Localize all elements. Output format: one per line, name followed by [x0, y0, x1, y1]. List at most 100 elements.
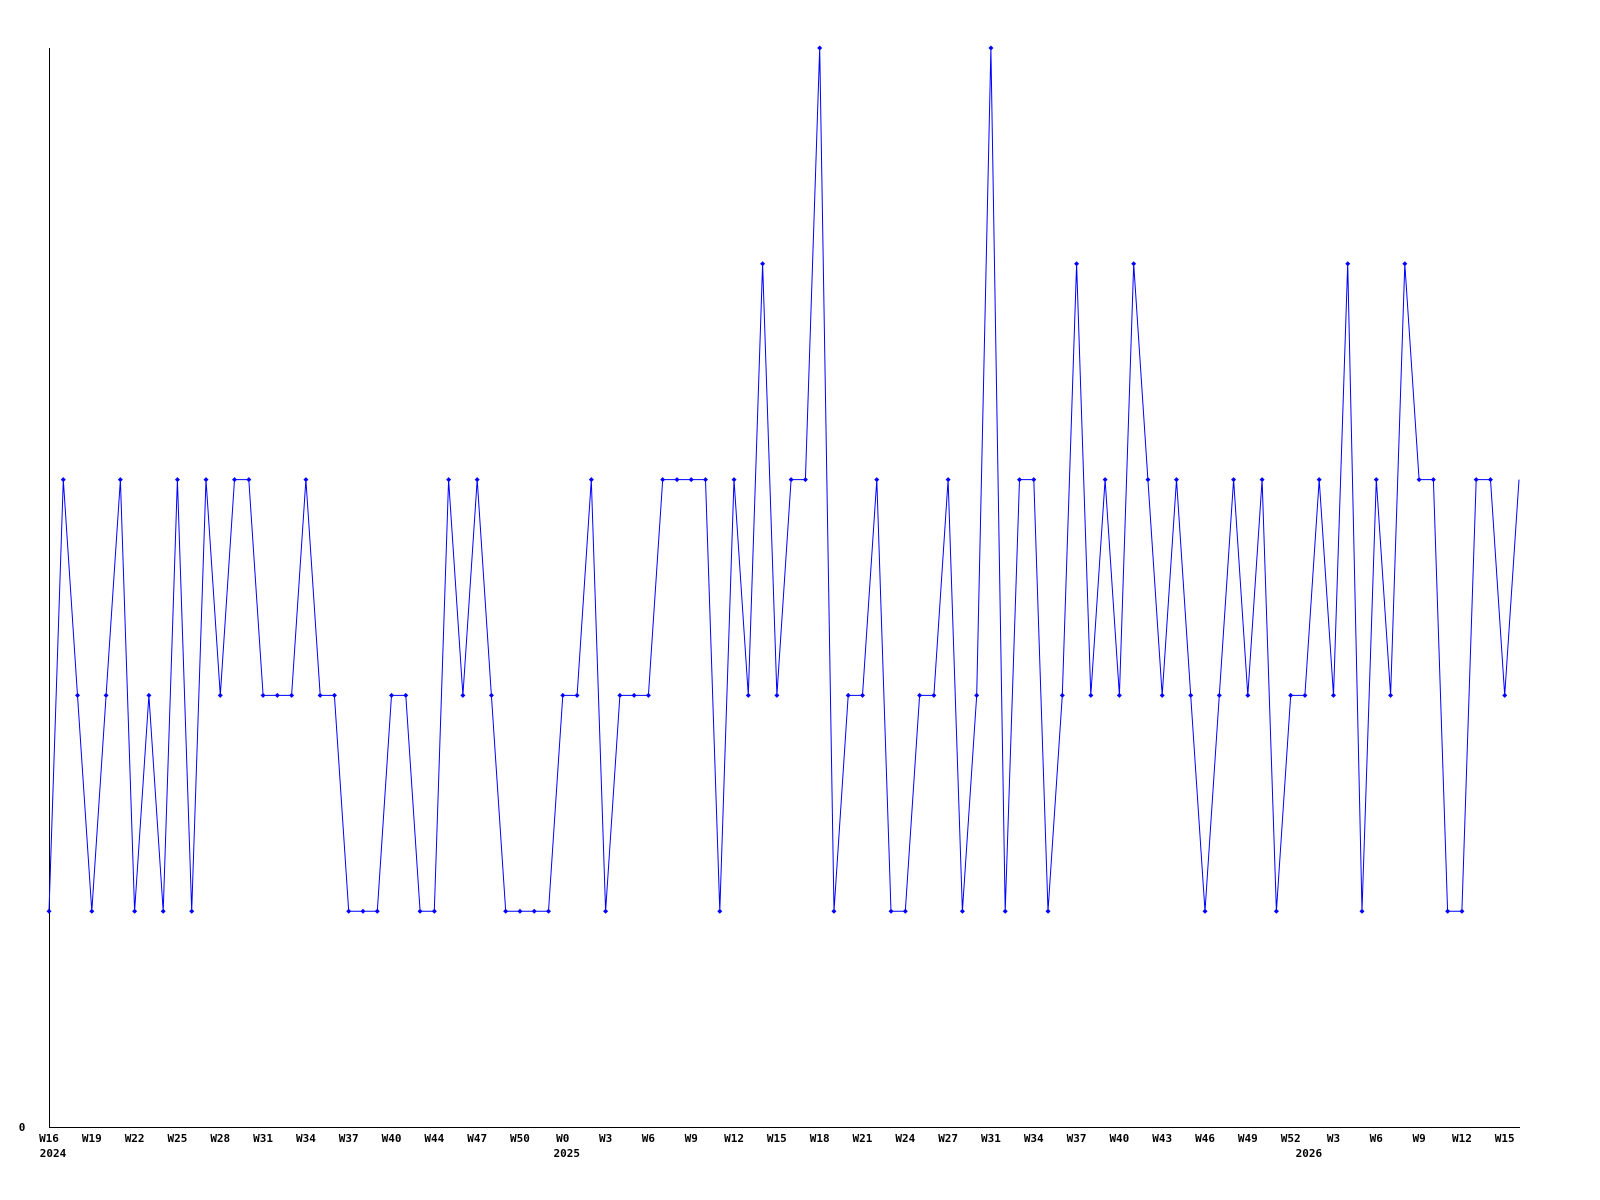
x-tick-label: W24: [895, 1132, 915, 1145]
data-point: [745, 692, 751, 698]
x-tick-label: W40: [382, 1132, 402, 1145]
data-point: [1102, 477, 1108, 483]
data-point: [859, 692, 865, 698]
data-point: [1231, 477, 1237, 483]
data-point: [888, 908, 894, 914]
data-point: [874, 477, 880, 483]
x-tick-label: W49: [1238, 1132, 1258, 1145]
x-tick-label: W12: [1452, 1132, 1472, 1145]
data-point: [503, 908, 509, 914]
data-point: [731, 477, 737, 483]
data-point: [346, 908, 352, 914]
data-point: [817, 45, 823, 51]
data-point: [1016, 477, 1022, 483]
data-point: [517, 908, 523, 914]
data-point: [802, 477, 808, 483]
data-point: [917, 692, 923, 698]
x-tick-label: W9: [1412, 1132, 1425, 1145]
data-point: [902, 908, 908, 914]
data-point: [1245, 692, 1251, 698]
data-point: [988, 45, 994, 51]
data-point: [89, 908, 95, 914]
x-tick-label: W15: [767, 1132, 787, 1145]
x-tick-label: W3: [599, 1132, 612, 1145]
data-point: [460, 692, 466, 698]
data-point: [160, 908, 166, 914]
data-point: [374, 908, 380, 914]
data-point: [703, 477, 709, 483]
data-point: [274, 692, 280, 698]
data-point: [645, 692, 651, 698]
data-point: [303, 477, 309, 483]
data-point: [1088, 692, 1094, 698]
x-tick-label: W16: [39, 1132, 59, 1145]
x-tick-label: W37: [339, 1132, 359, 1145]
data-point: [189, 908, 195, 914]
x-tick-label: W18: [810, 1132, 830, 1145]
data-point: [403, 692, 409, 698]
data-point: [1131, 261, 1137, 267]
x-tick-label: W6: [642, 1132, 656, 1145]
x-tick-label: W22: [125, 1132, 145, 1145]
data-point: [1416, 477, 1422, 483]
x-tick-label: W27: [938, 1132, 958, 1145]
x-tick-label: W44: [424, 1132, 444, 1145]
data-point: [788, 477, 794, 483]
data-point: [1302, 692, 1308, 698]
data-point: [1388, 692, 1394, 698]
data-point: [831, 908, 837, 914]
data-point: [1445, 908, 1451, 914]
series-line: [48, 47, 1520, 912]
data-point: [617, 692, 623, 698]
data-point: [674, 477, 680, 483]
x-tick-label: W34: [1024, 1132, 1044, 1145]
x-tick-label: W46: [1195, 1132, 1215, 1145]
x-tick-label: W28: [210, 1132, 230, 1145]
data-point: [603, 908, 609, 914]
data-point: [331, 692, 337, 698]
year-label: 2024: [40, 1147, 67, 1160]
x-tick-label: W15: [1495, 1132, 1515, 1145]
data-point: [488, 692, 494, 698]
data-point: [931, 692, 937, 698]
data-point: [574, 692, 580, 698]
data-point: [959, 908, 965, 914]
data-point: [146, 692, 152, 698]
data-point: [845, 692, 851, 698]
data-point: [417, 908, 423, 914]
data-point: [1359, 908, 1365, 914]
data-point: [1002, 908, 1008, 914]
x-tick-label: W52: [1281, 1132, 1301, 1145]
data-point: [1074, 261, 1080, 267]
x-tick-label: W47: [467, 1132, 487, 1145]
data-point: [289, 692, 295, 698]
data-point: [389, 692, 395, 698]
data-point: [1188, 692, 1194, 698]
data-point: [1059, 692, 1065, 698]
data-point: [1216, 692, 1222, 698]
y-tick-label: 0: [19, 1121, 26, 1134]
x-tick-label: W40: [1109, 1132, 1129, 1145]
year-label: 2025: [554, 1147, 581, 1160]
data-point: [1373, 477, 1379, 483]
data-point: [232, 477, 238, 483]
data-point: [1473, 477, 1479, 483]
data-point: [103, 692, 109, 698]
x-tick-label: W19: [82, 1132, 102, 1145]
x-tick-label: W37: [1067, 1132, 1087, 1145]
x-tick-label: W34: [296, 1132, 316, 1145]
data-point: [446, 477, 452, 483]
data-point: [317, 692, 323, 698]
data-point: [945, 477, 951, 483]
data-point: [1159, 692, 1165, 698]
x-tick-label: W6: [1370, 1132, 1384, 1145]
data-point: [531, 908, 537, 914]
data-point: [1487, 477, 1493, 483]
data-point: [1288, 692, 1294, 698]
data-point: [1402, 261, 1408, 267]
data-point: [174, 477, 180, 483]
year-label: 2026: [1296, 1147, 1323, 1160]
data-point: [260, 692, 266, 698]
x-tick-label: W25: [168, 1132, 188, 1145]
